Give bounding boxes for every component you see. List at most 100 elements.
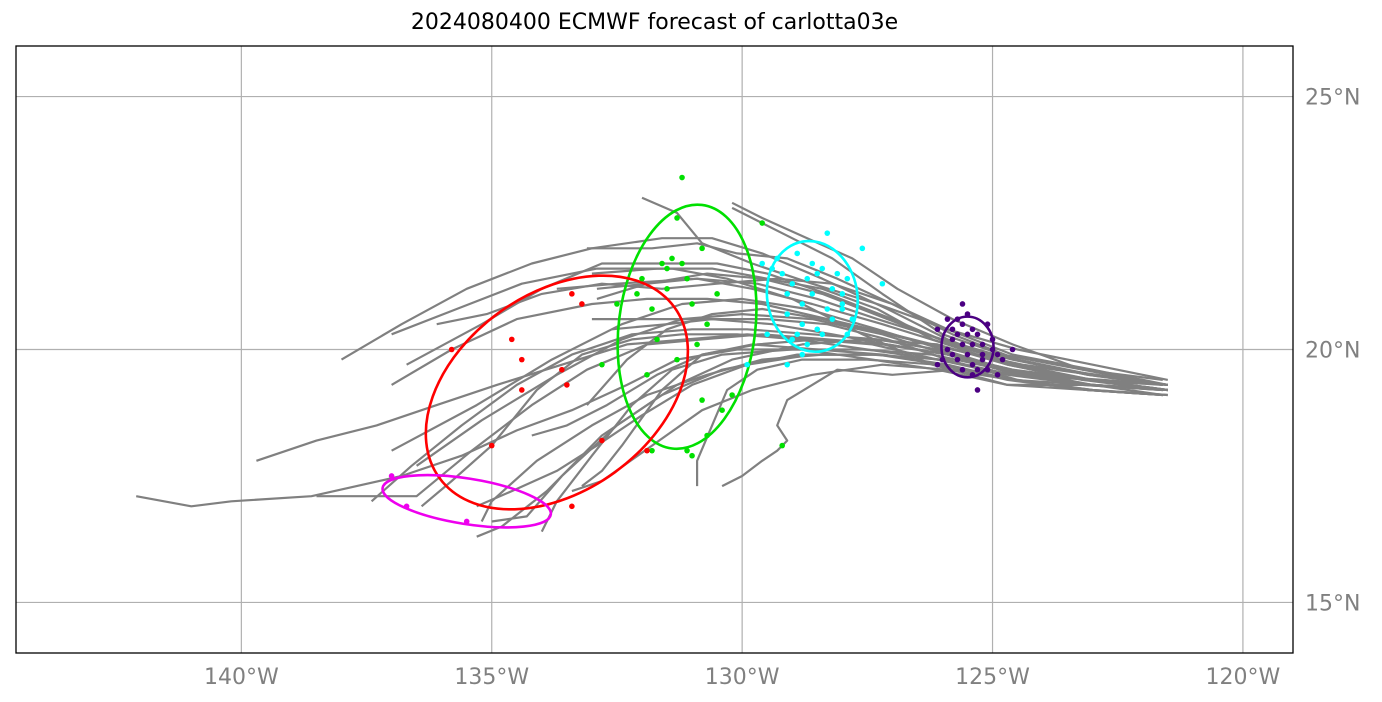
forecast-track (591, 267, 1163, 392)
lon-tick-label: 140°W (204, 665, 279, 690)
ensemble-position-point (974, 387, 981, 393)
ensemble-position-point (518, 356, 525, 363)
ensemble-position-point (794, 331, 801, 338)
ensemble-position-point (704, 432, 710, 439)
map-frame (15, 45, 1294, 654)
ensemble-position-point (579, 301, 585, 307)
ensemble-position-point (784, 291, 791, 297)
ensemble-position-point (488, 442, 495, 449)
ensemble-position-point (704, 321, 710, 328)
ensemble-position-point (644, 371, 650, 378)
ensemble-position-point (784, 311, 791, 317)
ensemble-position-point (634, 291, 640, 297)
uncertainty-ellipse (616, 203, 758, 451)
ensemble-position-point (644, 447, 650, 454)
ensemble-position-point (804, 275, 811, 282)
ensemble-position-point (814, 270, 821, 277)
gridlines (16, 46, 1293, 653)
ensemble-position-point (784, 361, 791, 368)
ensemble-position-point (759, 220, 765, 226)
ensemble-position-point (959, 301, 966, 307)
map-title: 2024080400 ECMWF forecast of carlotta03e (410, 10, 899, 35)
ensemble-position-point (949, 326, 956, 333)
ensemble-position-point (979, 351, 986, 358)
ensemble-position-point (944, 316, 951, 322)
ensemble-position-point (794, 250, 801, 257)
ensemble-position-point (744, 361, 750, 368)
ensemble-position-point (659, 260, 665, 267)
ensemble-position-point (654, 336, 660, 343)
ensemble-position-point (999, 356, 1006, 363)
ensemble-position-point (829, 286, 836, 292)
ensemble-position-point (989, 346, 996, 353)
ensemble-position-point (789, 280, 796, 287)
ensemble-position-point (954, 331, 961, 338)
ensemble-position-point (508, 336, 515, 343)
ensemble-position-point (774, 255, 780, 262)
ensemble-position-point (954, 356, 961, 363)
ensemble-position-point (809, 260, 816, 267)
ensemble-position-point (939, 356, 946, 363)
ensemble-position-point (779, 442, 785, 449)
ensemble-position-point (639, 275, 645, 282)
ensemble-position-point (994, 351, 1001, 358)
ensemble-position-point (679, 174, 685, 181)
ensemble-position-point (964, 331, 971, 338)
lon-tick-label: 120°W (1206, 665, 1281, 690)
axis-tick-labels: 140°W 135°W 130°W 125°W 120°W 25°N 20°N 15°N (204, 86, 1360, 690)
ensemble-position-point (403, 503, 410, 510)
ensemble-position-point (804, 341, 811, 348)
ensemble-position-point (984, 366, 991, 373)
ensemble-position-point (769, 265, 775, 272)
ensemble-position-point (779, 270, 785, 277)
ensemble-position-point (839, 306, 846, 312)
uncertainty-ellipse (765, 239, 859, 354)
ensemble-position-point (599, 361, 605, 368)
ensemble-position-point (799, 301, 806, 307)
lon-tick-label: 130°W (705, 665, 780, 690)
ensemble-position-point (934, 326, 941, 333)
ensemble-position-point (684, 275, 690, 282)
ensemble-position-point (569, 291, 575, 297)
ensemble-position-point (954, 316, 961, 322)
ensemble-position-point (964, 311, 971, 317)
ensemble-position-point (859, 245, 866, 252)
forecast-track (136, 348, 1163, 508)
ensemble-position-point (564, 382, 570, 388)
ensemble-position-point (759, 260, 765, 267)
ensemble-position-point (944, 346, 951, 353)
ensemble-position-point (819, 265, 826, 272)
ensemble-position-point (674, 356, 680, 363)
lat-tick-label: 15°N (1305, 591, 1360, 616)
lat-tick-label: 20°N (1305, 339, 1360, 364)
ensemble-position-point (964, 351, 971, 358)
ensemble-position-point (669, 255, 675, 262)
ensemble-position-point (844, 275, 851, 282)
ensemble-position-point (699, 245, 705, 252)
forecast-track (586, 242, 1163, 386)
ensemble-position-point (649, 447, 655, 454)
ensemble-position-point (824, 306, 831, 312)
lat-tick-label: 25°N (1305, 86, 1360, 111)
uncertainty-ellipses (381, 203, 995, 529)
ensemble-position-point (463, 518, 470, 525)
ensemble-position-point (934, 361, 941, 368)
ensemble-position-point (679, 260, 685, 267)
forecast-track (731, 201, 1164, 386)
ensemble-position-point (849, 316, 856, 322)
ensemble-position-point (599, 437, 605, 444)
ensemble-position-point (969, 361, 976, 368)
ensemble-position-point (814, 326, 821, 333)
ensemble-position-point (569, 503, 575, 510)
ensemble-position-point (969, 326, 976, 333)
ensemble-position-point (839, 301, 846, 307)
ensemble-position-point (729, 392, 735, 398)
ensemble-position-point (949, 351, 956, 358)
ensemble-position-point (989, 336, 996, 343)
ensemble-position-point (664, 265, 670, 272)
ensemble-position-point (714, 291, 720, 297)
ensemble-position-point (819, 331, 826, 338)
ensemble-position-point (959, 341, 966, 348)
forecast-track (586, 307, 1168, 406)
ensemble-position-point (689, 301, 695, 307)
